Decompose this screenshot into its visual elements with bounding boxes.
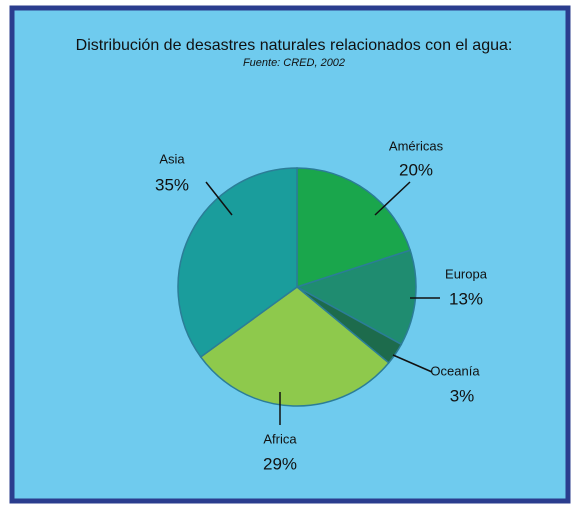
slice-name: Africa (263, 431, 297, 446)
slice-value-label: 35% (155, 175, 189, 194)
slice-name: Américas (389, 138, 444, 153)
slice-value-label: 13% (449, 289, 483, 308)
pie-slice (177, 167, 298, 358)
leader-line (392, 354, 433, 373)
pie-slice (296, 167, 412, 289)
leader-line (374, 181, 411, 216)
chart-title: Distribución de desastres naturales rela… (76, 37, 513, 54)
slice-name: Asia (159, 151, 185, 166)
slice-name: Oceanía (430, 363, 480, 378)
slice-value-label: 20% (399, 160, 433, 179)
leader-line (205, 181, 233, 216)
chart-subtitle: Fuente: CRED, 2002 (243, 57, 345, 69)
slice-value-label: 29% (263, 454, 297, 473)
slice-value-label: 3% (450, 386, 475, 405)
pie-slice (199, 286, 390, 407)
slice-name: Europa (445, 266, 488, 281)
